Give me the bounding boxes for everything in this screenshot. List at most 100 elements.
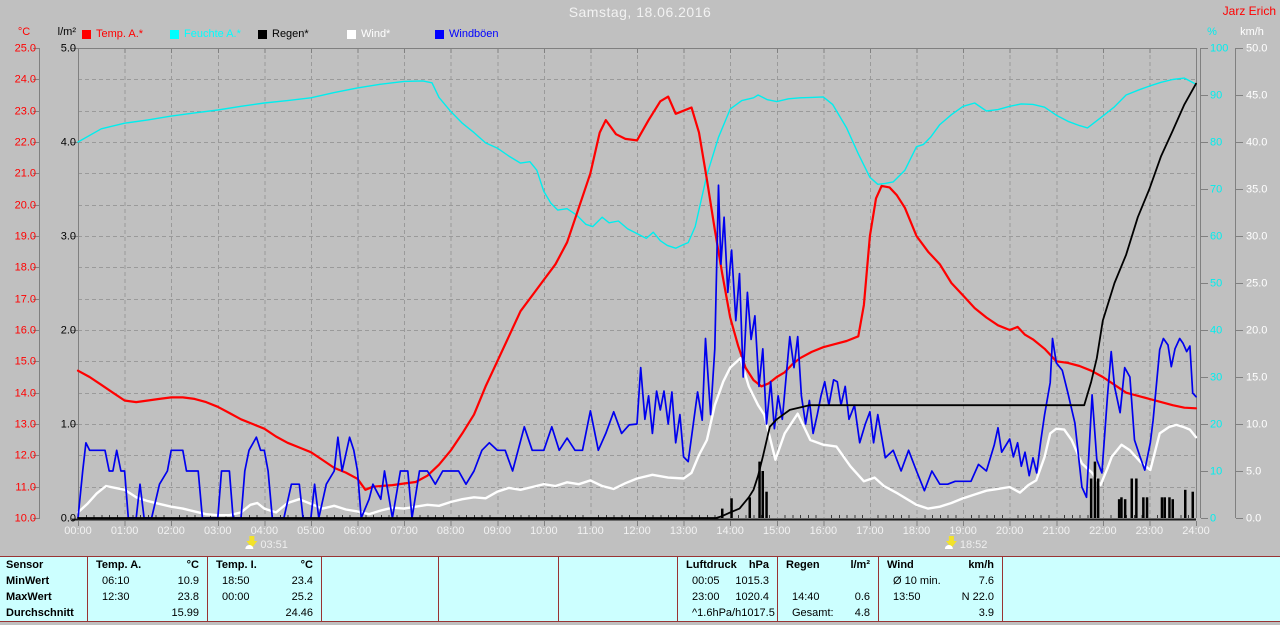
axis-tick-label: 5.0 — [61, 42, 76, 54]
table-col-empty — [322, 557, 439, 621]
x-axis-label: 10:00 — [530, 525, 558, 537]
legend-label: Wind* — [361, 28, 391, 40]
table-cell — [1003, 589, 1280, 605]
legend-swatch-icon — [82, 30, 91, 39]
x-axis-label: 09:00 — [483, 525, 511, 537]
table-cell — [1003, 573, 1280, 589]
rain-bar — [1163, 497, 1166, 518]
x-axis-label: 16:00 — [810, 525, 838, 537]
legend-label: Regen* — [272, 28, 309, 40]
table-col-header: Luftdruck hPa — [686, 559, 769, 571]
x-axis-label: 13:00 — [670, 525, 698, 537]
axis-tick-label: 25.0 — [15, 42, 36, 54]
axis-tick-label: 0.0 — [61, 512, 76, 524]
x-axis-label: 01:00 — [111, 525, 139, 537]
table-col-regen: Regen l/m² 14:40 0.6 Gesamt: 4.8 — [778, 557, 879, 621]
rain-bar — [1123, 499, 1127, 518]
rain-bar — [1093, 461, 1097, 518]
x-axis-label: 14:00 — [716, 525, 744, 537]
axis-tick-label: 80 — [1210, 136, 1222, 148]
humidity-axis-unit: % — [1207, 26, 1217, 38]
x-axis-label: 18:00 — [903, 525, 931, 537]
table-col-header — [559, 557, 677, 573]
axis-tick-label: 100 — [1210, 42, 1228, 54]
weather-chart: 25.0 24.0 23.0 22.0 21.0 20.0 19.0 18.0 17.0 16.0… — [15, 26, 1268, 551]
axis-tick-label: 17.0 — [15, 293, 36, 305]
axis-tick-label: 1.0 — [61, 418, 76, 430]
legend-swatch-icon — [435, 30, 444, 39]
table-col-wind: Wind km/h Ø 10 min. 7.6 13:50 N 22.0 3.9 — [879, 557, 1003, 621]
series-rain-regensumme — [77, 82, 1197, 519]
table-col-tempi: Temp. I. °C 18:50 23.4 00:00 25.2 24.46 — [208, 557, 322, 621]
axis-tick-label: 15.0 — [15, 355, 36, 367]
axis-tick-label: 90 — [1210, 89, 1222, 101]
table-row-label: Sensor — [6, 559, 44, 571]
x-axis-label: 11:00 — [577, 525, 604, 537]
sunset-time-label: 18:52 — [960, 539, 988, 551]
rain-bar — [1130, 478, 1133, 518]
axis-tick-label: 23.0 — [15, 105, 36, 117]
rain-bar — [1160, 497, 1164, 518]
rain-bar — [1120, 497, 1123, 518]
axis-tick-label: 20.0 — [1246, 324, 1267, 336]
axis-tick-label: 2.0 — [61, 324, 76, 336]
legend-swatch-icon — [258, 30, 267, 39]
series-wind-windben — [77, 184, 1197, 519]
axis-tick-label: 14.0 — [15, 387, 36, 399]
legend-label: Feuchte A.* — [184, 28, 241, 40]
table-cell — [439, 605, 558, 621]
rain-bar — [730, 498, 733, 518]
sunset-icon — [945, 536, 957, 548]
sunset-sun-icon — [944, 545, 953, 549]
table-col-header: Temp. I. °C — [216, 559, 313, 571]
temp-axis-unit: °C — [18, 26, 30, 38]
legend-item-3: Wind* — [347, 29, 390, 40]
table-row-label: Durchschnitt — [6, 607, 74, 619]
axis-tick-label: 12.0 — [15, 449, 36, 461]
legend-swatch-icon — [170, 30, 179, 39]
table-cell: 13:50 N 22.0 — [893, 591, 994, 603]
table-row-label-column: Sensor MinWert MaxWert Durchschnitt — [0, 557, 88, 621]
chart-legend: Temp. A.* Feuchte A.* Regen* Wind* Windböen — [0, 0, 1280, 44]
rain-bar — [1142, 497, 1145, 518]
table-col-tempa: Temp. A. °C 06:10 10.9 12:30 23.8 15.99 — [88, 557, 208, 621]
table-cell — [439, 589, 558, 605]
x-axis-label: 15:00 — [763, 525, 791, 537]
table-cell: 18:50 23.4 — [222, 575, 313, 587]
axis-tick-label: 5.0 — [1246, 465, 1261, 477]
table-cell: 00:00 25.2 — [222, 591, 313, 603]
axis-tick-label: 22.0 — [15, 136, 36, 148]
x-axis-label: 22:00 — [1089, 525, 1117, 537]
axis-tick-label: 10 — [1210, 465, 1222, 477]
table-cell: 06:10 10.9 — [102, 575, 199, 587]
table-cell: Ø 10 min. 7.6 — [893, 575, 994, 587]
x-axis-label: 19:00 — [949, 525, 977, 537]
plot-area[interactable] — [78, 48, 1196, 518]
legend-label: Windböen — [449, 28, 499, 40]
table-cell — [559, 605, 677, 621]
watermark-author: Jarz Erich — [1222, 4, 1276, 18]
rain-bar — [1135, 478, 1138, 518]
x-axis-label: 07:00 — [390, 525, 418, 537]
table-cell — [322, 589, 438, 605]
axis-tick-label: 10.0 — [15, 512, 36, 524]
rain-bar — [1117, 499, 1121, 518]
table-cell: 24.46 — [285, 607, 313, 619]
rain-axis-unit: l/m² — [58, 26, 77, 38]
rain-bar — [748, 497, 751, 518]
table-col-header: Temp. A. °C — [96, 559, 199, 571]
table-cell: Gesamt: 4.8 — [792, 607, 870, 619]
axis-tick-label: 50 — [1210, 277, 1222, 289]
x-axis-label: 02:00 — [157, 525, 185, 537]
x-axis-label: 08:00 — [437, 525, 465, 537]
table-row-label: MaxWert — [6, 591, 52, 603]
table-col-header: Wind km/h — [887, 559, 994, 571]
x-axis-label: 00:00 — [64, 525, 92, 537]
x-axis-label: 23:00 — [1136, 525, 1164, 537]
axis-tick-label: 0 — [1210, 512, 1216, 524]
stats-table: Sensor MinWert MaxWert Durchschnitt Temp. A.… — [0, 556, 1280, 622]
axis-tick-label: 20 — [1210, 418, 1222, 430]
rain-bar — [1145, 497, 1149, 518]
axis-tick-label: 20.0 — [15, 199, 36, 211]
table-col-header: Regen l/m² — [786, 559, 870, 571]
